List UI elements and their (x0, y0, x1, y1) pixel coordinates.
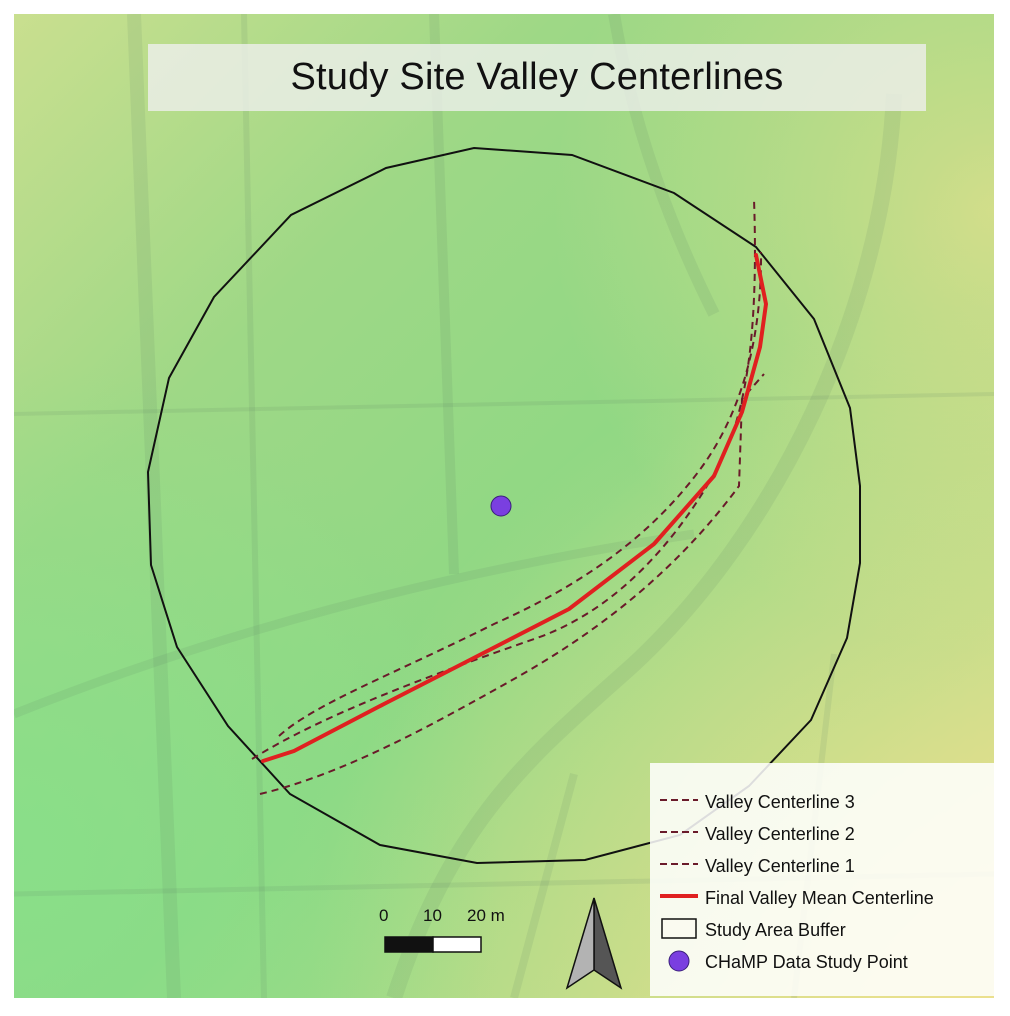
valley-centerline-2 (278, 251, 763, 737)
map-frame: Study Site Valley Centerlines Valley Cen… (14, 14, 994, 998)
scale-bar: 0 10 20 m (379, 906, 542, 966)
outline-box-icon (661, 918, 697, 939)
legend-item-valley-centerline-2: Valley Centerline 2 (650, 819, 994, 849)
valley-centerline-1 (259, 373, 765, 795)
valley-centerlines (251, 198, 765, 795)
dashed-line-icon (660, 863, 698, 865)
legend-label: Valley Centerline 1 (705, 856, 855, 876)
scale-tick-10: 10 (423, 906, 442, 925)
purple-circle-icon (668, 950, 690, 972)
legend-label: Valley Centerline 3 (705, 792, 855, 812)
legend-item-champ-study-point: CHaMP Data Study Point (650, 947, 994, 977)
legend-item-final-mean-centerline: Final Valley Mean Centerline (650, 883, 994, 913)
legend-item-study-area-buffer: Study Area Buffer (650, 915, 994, 945)
study-area-buffer (146, 146, 861, 865)
legend-label: Final Valley Mean Centerline (705, 888, 934, 908)
dashed-line-icon (660, 799, 698, 801)
legend-label: Study Area Buffer (705, 920, 846, 940)
dashed-line-icon (660, 831, 698, 833)
legend-label: CHaMP Data Study Point (705, 952, 908, 972)
terrain-texture (14, 14, 994, 998)
scale-tick-0: 0 (379, 906, 389, 925)
scale-bar-segments (384, 936, 482, 953)
map-legend: Valley Centerline 3 Valley Centerline 2 … (650, 763, 994, 996)
final-valley-mean-centerline (261, 253, 768, 763)
map-canvas (14, 14, 994, 998)
scale-tick-20: 20 m (467, 906, 505, 925)
north-arrow-icon (565, 897, 623, 990)
legend-item-valley-centerline-3: Valley Centerline 3 (650, 787, 994, 817)
solid-red-line-icon (660, 894, 698, 898)
map-title-box: Study Site Valley Centerlines (148, 44, 926, 111)
map-title: Study Site Valley Centerlines (290, 56, 784, 98)
legend-item-valley-centerline-1: Valley Centerline 1 (650, 851, 994, 881)
legend-label: Valley Centerline 2 (705, 824, 855, 844)
champ-study-point (490, 495, 512, 517)
